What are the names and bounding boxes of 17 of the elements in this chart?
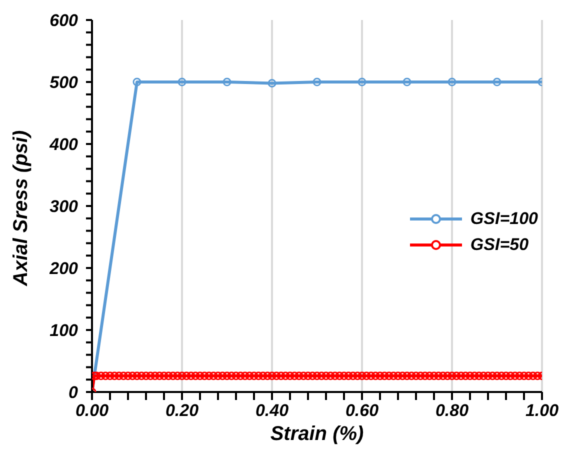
y-tick-label: 100 — [50, 321, 79, 340]
x-tick-label: 0.00 — [75, 401, 110, 420]
x-tick-label: 0.80 — [435, 401, 470, 420]
y-tick-label: 400 — [48, 135, 79, 154]
y-tick-label: 0 — [68, 383, 79, 402]
legend-label: GSI=100 — [470, 209, 538, 229]
y-axis-title: Axial Sress (psi) — [10, 130, 32, 287]
x-tick-label: 0.60 — [345, 401, 380, 420]
y-tick-label: 200 — [48, 259, 79, 278]
legend-label: GSI=50 — [470, 235, 529, 255]
x-axis-title: Strain (%) — [270, 423, 364, 445]
x-tick-label: 1.00 — [525, 401, 560, 420]
x-tick-label: 0.40 — [255, 401, 290, 420]
y-tick-label: 500 — [50, 73, 79, 92]
y-tick-label: 300 — [50, 197, 79, 216]
x-tick-label: 0.20 — [165, 401, 200, 420]
y-tick-label: 600 — [50, 11, 79, 30]
